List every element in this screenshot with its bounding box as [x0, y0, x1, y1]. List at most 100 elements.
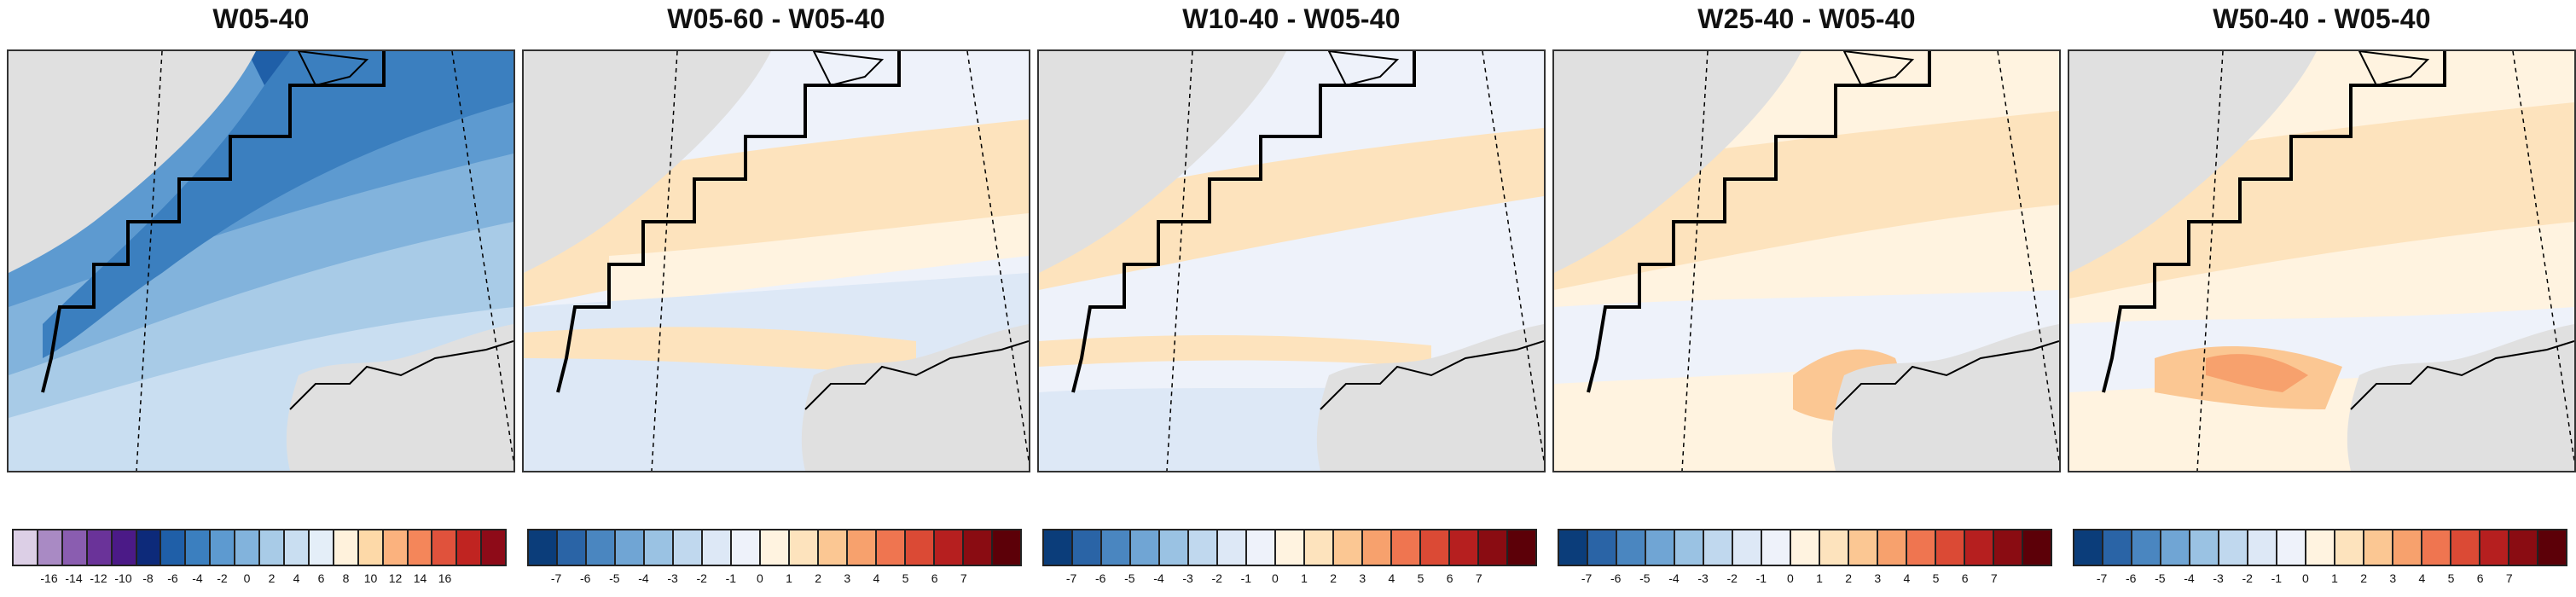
colorbar-swatch [1877, 530, 1906, 565]
colorbar-swatch [1390, 530, 1419, 565]
colorbar-swatch [2218, 530, 2247, 565]
colorbar-tick-label: -6 [167, 571, 178, 585]
colorbar [1042, 529, 1537, 566]
colorbar-swatch [406, 530, 432, 565]
map-svg [1039, 51, 1544, 471]
colorbar-swatch [2508, 530, 2537, 565]
field-band [2206, 354, 2308, 392]
colorbar-swatch [2363, 530, 2392, 565]
map-svg [1554, 51, 2059, 471]
colorbar-swatch [2392, 530, 2421, 565]
field-band [247, 51, 290, 85]
colorbar-tick-label: 14 [413, 571, 427, 585]
panel-title: W05-40 [212, 3, 310, 34]
colorbar-ticks: -7 -6 -5 -4 -3 -2 -1 0 1 2 3 4 5 6 7 [1558, 571, 2052, 592]
field-band [1039, 128, 1544, 290]
colorbar-tick-label: 4 [1388, 571, 1395, 585]
map-frame [1037, 49, 1546, 472]
colorbar-swatch [357, 530, 382, 565]
colorbar-tick-label: 4 [293, 571, 300, 585]
colorbar-tick-label: -4 [1668, 571, 1680, 585]
colorbar-tick-label: 6 [317, 571, 325, 585]
colorbar-ticks: -7 -6 -5 -4 -3 -2 -1 0 1 2 3 4 5 6 7 [1042, 571, 1537, 592]
colorbar-tick-label: 3 [844, 571, 851, 585]
colorbar-swatch [1506, 530, 1535, 565]
map-frame [522, 49, 1030, 472]
field-band [1039, 335, 1431, 367]
colorbar-swatch [1761, 530, 1790, 565]
meridian-line [651, 51, 678, 471]
colorbar-tick-label: 5 [1932, 571, 1940, 585]
map-svg [9, 51, 513, 471]
colorbar-tick-label: 1 [2331, 571, 2338, 585]
colorbar-tick-label: 5 [902, 571, 909, 585]
colorbar-swatch [991, 530, 1020, 565]
colorbar-tick-label: -3 [2213, 571, 2224, 585]
land-north [2069, 51, 2317, 273]
colorbar-tick-label: -12 [90, 571, 107, 585]
colorbar-swatch [1616, 530, 1645, 565]
colorbar-swatch [258, 530, 283, 565]
colorbar-tick-label: 2 [2360, 571, 2368, 585]
land-north [1039, 51, 1286, 273]
colorbar-tick-label: -3 [1182, 571, 1193, 585]
colorbar-swatch [875, 530, 904, 565]
colorbar-tick-label: -5 [1124, 571, 1135, 585]
colorbar-tick-label: 7 [960, 571, 967, 585]
colorbar-tick-label: 7 [2505, 571, 2513, 585]
colorbar-swatch [846, 530, 875, 565]
colorbar-swatch [282, 530, 308, 565]
colorbar-tick-label: 5 [1417, 571, 1424, 585]
colorbar [1558, 529, 2052, 566]
colorbar-tick-label: -5 [1639, 571, 1651, 585]
colorbar-swatch [643, 530, 672, 565]
colorbar-tick-label: 2 [1845, 571, 1853, 585]
meridian-line [966, 51, 1029, 461]
coast-line [804, 340, 1029, 410]
land-south [801, 324, 1029, 471]
meridian-line [136, 51, 163, 471]
colorbar-swatch [1732, 530, 1761, 565]
colorbar-swatch [1129, 530, 1158, 565]
colorbar-swatch [2537, 530, 2566, 565]
field-band [43, 51, 513, 358]
colorbar-swatch [1819, 530, 1848, 565]
colorbar-tick-label: -5 [609, 571, 620, 585]
colorbar-swatch [1100, 530, 1129, 565]
land-south [286, 324, 513, 471]
colorbar-tick-label: -7 [2096, 571, 2108, 585]
colorbar-ticks: -16 -14 -12 -10 -8 -6 -4 -2 0 2 4 6 8 10 12 14 16 [12, 571, 507, 592]
colorbar-swatch [61, 530, 86, 565]
colorbar-tick-label: 2 [268, 571, 276, 585]
eez-boundary [1071, 51, 1416, 393]
colorbar-tick-label: 2 [1330, 571, 1337, 585]
colorbar-swatch [614, 530, 643, 565]
colorbar-swatch [1645, 530, 1674, 565]
colorbar-tick-label: 3 [1874, 571, 1882, 585]
map-frame [2068, 49, 2576, 472]
meridian-line [451, 51, 513, 461]
colorbar-swatch [759, 530, 788, 565]
colorbar-tick-label: 6 [931, 571, 938, 585]
colorbar-swatch [1274, 530, 1303, 565]
colorbar [12, 529, 507, 566]
colorbar-swatch [1158, 530, 1187, 565]
colorbar-swatch [1703, 530, 1732, 565]
colorbar-swatch [1187, 530, 1216, 565]
colorbar-tick-label: 1 [1816, 571, 1823, 585]
meridian-line [2512, 51, 2574, 461]
colorbar-tick-label: -4 [1153, 571, 1164, 585]
colorbar-tick-label: -6 [1095, 571, 1106, 585]
colorbar-tick-label: 10 [363, 571, 378, 585]
colorbar-tick-label: 6 [2476, 571, 2484, 585]
panel-2: W05-60 - W05-40 -7 -6 -5 -4 -3 -2 -1 0 1 2 3 4 5 6 7 [522, 0, 1030, 597]
colorbar-swatch [1044, 530, 1071, 565]
colorbar-swatch [529, 530, 556, 565]
colorbar-swatch [1419, 530, 1448, 565]
colorbar-swatch [1216, 530, 1245, 565]
colorbar-tick-label: -6 [580, 571, 591, 585]
colorbar-swatch [307, 530, 333, 565]
field-band [1554, 290, 2059, 384]
colorbar-swatch [701, 530, 730, 565]
colorbar-swatch [933, 530, 962, 565]
